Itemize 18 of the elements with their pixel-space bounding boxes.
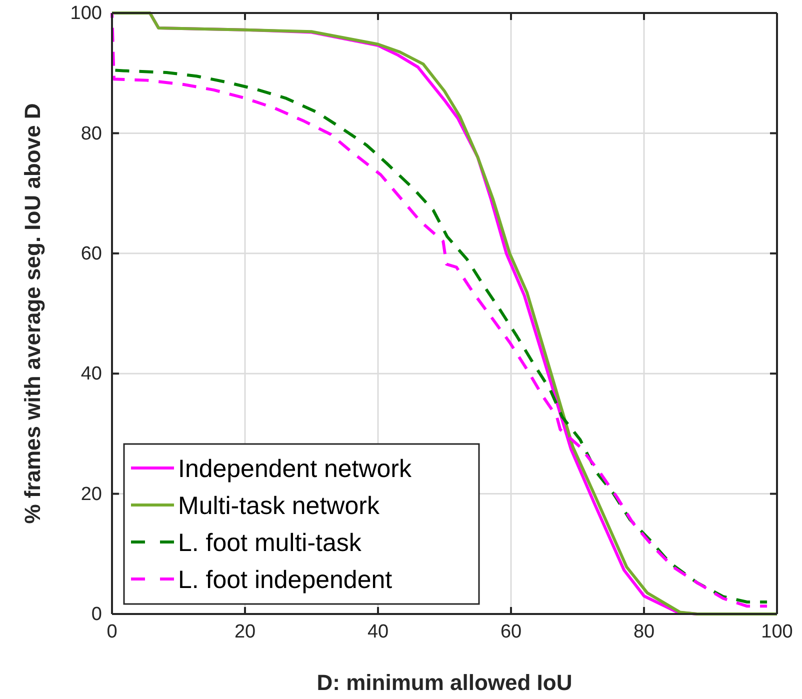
y-tick-label: 20	[80, 484, 102, 505]
x-axis-title: D: minimum allowed IoU	[316, 670, 572, 695]
legend-label: L. foot multi-task	[178, 529, 362, 557]
y-tick-label: 40	[80, 364, 102, 385]
x-tick-label: 20	[234, 621, 256, 642]
y-tick-label: 80	[80, 123, 102, 144]
legend-label: Independent network	[178, 455, 412, 483]
x-tick-label: 0	[106, 621, 118, 642]
y-axis-title: % frames with average seg. IoU above D	[20, 103, 45, 524]
y-tick-label: 0	[91, 604, 102, 626]
x-tick-label: 80	[633, 621, 655, 642]
x-tick-label: 100	[761, 621, 793, 642]
x-tick-label: 40	[367, 621, 389, 642]
y-tick-label: 100	[70, 3, 102, 24]
y-tick-label: 60	[80, 243, 102, 264]
legend-label: L. foot independent	[178, 566, 392, 594]
legend-label: Multi-task network	[178, 492, 380, 520]
x-tick-label: 60	[500, 621, 522, 642]
